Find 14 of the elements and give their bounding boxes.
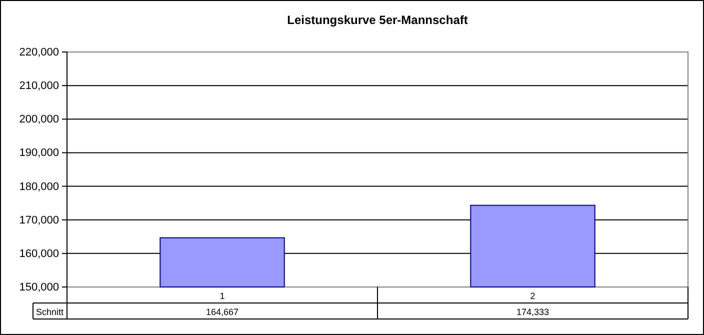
- data-label: 164,667: [206, 307, 239, 317]
- y-tick-label: 200,000: [19, 114, 59, 126]
- y-tick-label: 180,000: [19, 180, 59, 193]
- y-tick-label: 190,000: [19, 147, 59, 160]
- x-tick-label: 1: [220, 291, 225, 301]
- y-tick-label: 160,000: [19, 248, 59, 260]
- chart-title: Leistungskurve 5er-Mannschaft: [287, 13, 468, 27]
- data-label: 174,333: [516, 307, 550, 317]
- y-tick-label: 220,000: [19, 46, 59, 59]
- y-tick-label: 170,000: [19, 214, 59, 226]
- y-tick-label: 150,000: [19, 282, 59, 294]
- x-tick-label: 2: [530, 291, 536, 301]
- y-tick-label: 210,000: [19, 80, 59, 92]
- text: Schnitt: [36, 307, 64, 317]
